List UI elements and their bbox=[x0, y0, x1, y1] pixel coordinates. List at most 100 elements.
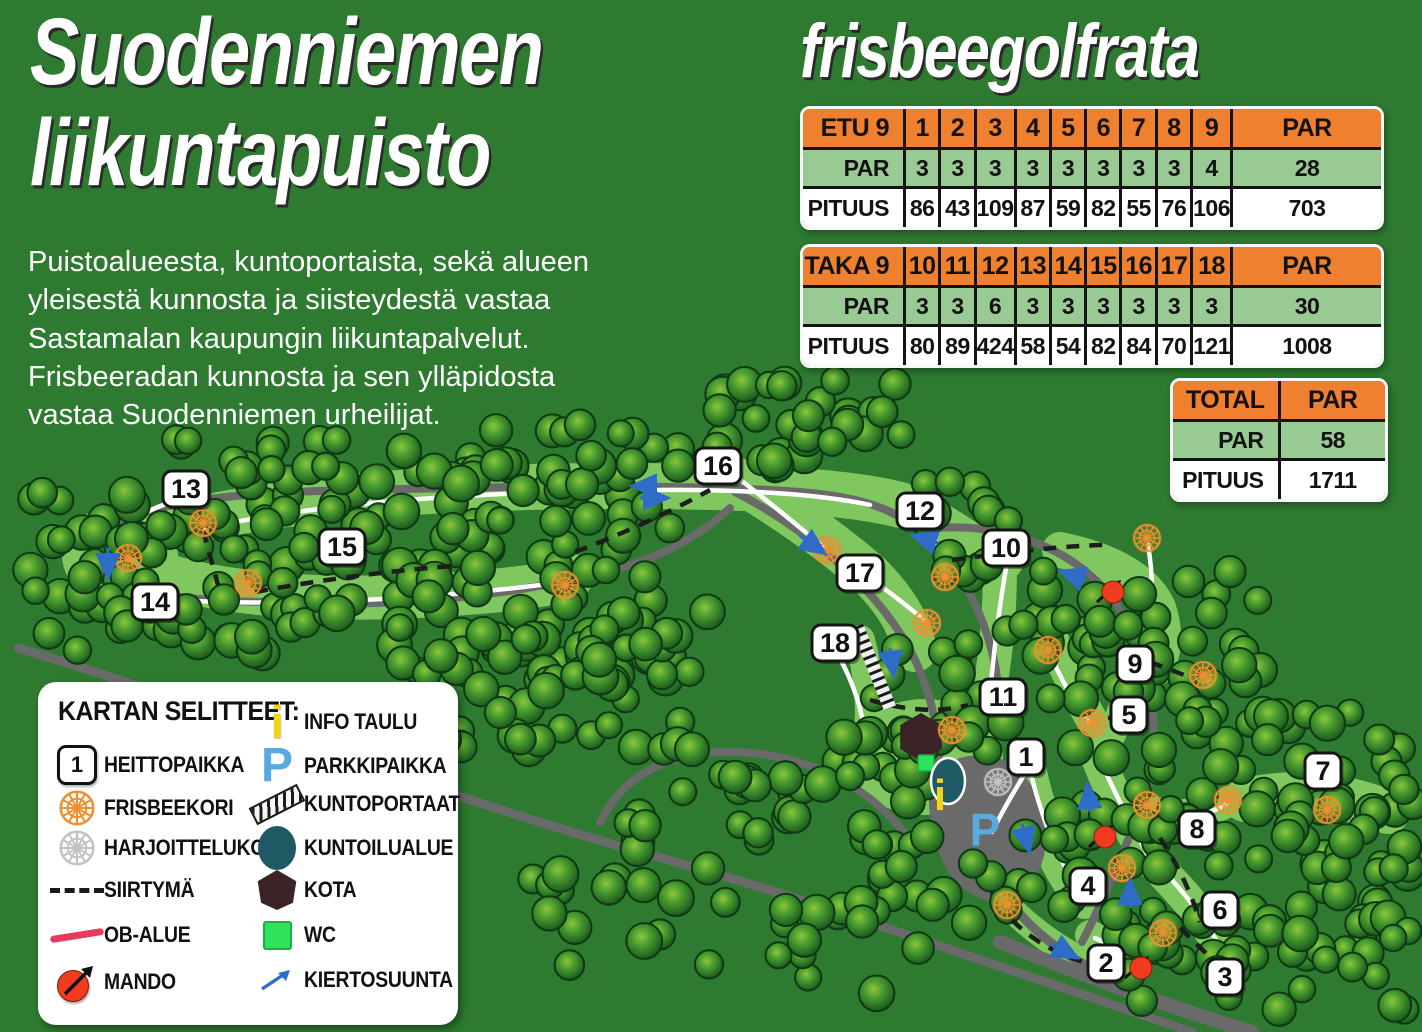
legend-box: KARTAN SELITTEET: 1 HEITTOPAIKKA FRISBEEKO… bbox=[38, 682, 460, 1025]
tree bbox=[1287, 974, 1317, 1004]
tree bbox=[423, 638, 459, 674]
direction-arrow bbox=[1049, 934, 1081, 960]
disc-basket bbox=[1148, 918, 1178, 948]
hole-number: 18 bbox=[1193, 247, 1230, 285]
direction-arrow bbox=[908, 530, 941, 555]
tree bbox=[1035, 683, 1066, 714]
hole-number: 16 bbox=[1122, 247, 1155, 285]
par-total: 28 bbox=[1233, 150, 1381, 186]
tree bbox=[1083, 604, 1117, 638]
tree bbox=[321, 425, 352, 455]
tree bbox=[791, 399, 825, 433]
table-name: ETU 9 bbox=[803, 109, 903, 147]
svg-text:7: 7 bbox=[1315, 756, 1330, 786]
practice-basket bbox=[983, 767, 1013, 797]
tree bbox=[483, 696, 517, 730]
tree bbox=[504, 722, 537, 756]
tree bbox=[628, 560, 662, 594]
svg-text:16: 16 bbox=[703, 451, 733, 481]
par-value: 4 bbox=[1193, 150, 1230, 186]
tree bbox=[1177, 625, 1209, 657]
tree bbox=[628, 626, 663, 662]
hole-number: 15 bbox=[1087, 247, 1120, 285]
svg-text:17: 17 bbox=[845, 558, 875, 588]
hole-marker-6: 6 bbox=[1200, 890, 1241, 931]
kota-icon bbox=[900, 713, 942, 761]
tree bbox=[1120, 576, 1158, 613]
tree bbox=[1388, 773, 1420, 806]
svg-text:18: 18 bbox=[820, 628, 850, 658]
tree bbox=[817, 426, 848, 457]
tree bbox=[382, 492, 421, 531]
tree bbox=[1092, 739, 1131, 777]
tree bbox=[487, 639, 523, 675]
svg-text:11: 11 bbox=[989, 682, 1018, 712]
tree bbox=[358, 463, 396, 501]
transition-dashed-line bbox=[1149, 659, 1193, 681]
legend-item-kuntoportaat: KUNTOPORTAAT bbox=[248, 782, 460, 826]
tree bbox=[479, 448, 514, 482]
tree bbox=[938, 654, 976, 693]
tree bbox=[1112, 610, 1144, 641]
tree bbox=[173, 426, 203, 455]
par-value: 3 bbox=[1122, 150, 1155, 186]
tree bbox=[1328, 823, 1365, 860]
tree bbox=[463, 670, 500, 708]
tree bbox=[442, 464, 480, 503]
front9-score-table: ETU 9 1 2 3 4 5 6 7 8 9 PAR PAR 3 3 3 3 3 3 3 3 4 28 PITUUS 86 4… bbox=[800, 106, 1384, 230]
par-value: 6 bbox=[976, 288, 1014, 324]
legend-item-kiertosuunta: KIERTOSUUNTA bbox=[250, 958, 453, 1002]
title-line2: liikuntapuisto bbox=[30, 99, 491, 206]
length-value: 80 bbox=[906, 327, 939, 365]
tree bbox=[1050, 603, 1081, 635]
tree bbox=[219, 534, 249, 564]
fitness-stairs bbox=[850, 623, 897, 711]
tree bbox=[1308, 704, 1347, 742]
transition-dashed-line bbox=[951, 542, 1109, 563]
par-label: PAR bbox=[803, 288, 903, 324]
tree bbox=[880, 633, 914, 667]
tree bbox=[1123, 776, 1152, 805]
tree bbox=[590, 869, 627, 906]
tree bbox=[689, 593, 726, 631]
hole-number: 7 bbox=[1122, 109, 1155, 147]
tree bbox=[654, 512, 686, 544]
tree bbox=[1141, 849, 1178, 886]
disc-basket bbox=[1213, 785, 1243, 815]
tree bbox=[411, 579, 446, 614]
tree bbox=[32, 616, 66, 650]
svg-text:5: 5 bbox=[1121, 700, 1136, 730]
tree bbox=[835, 761, 866, 792]
tree bbox=[317, 494, 347, 524]
hole-number: 6 bbox=[1087, 109, 1120, 147]
length-value: 54 bbox=[1051, 327, 1085, 365]
basket-icon bbox=[59, 790, 95, 826]
length-total: 703 bbox=[1233, 189, 1381, 227]
wc-icon bbox=[262, 920, 292, 950]
tree bbox=[717, 759, 753, 795]
disc-basket bbox=[937, 715, 967, 745]
tree bbox=[594, 711, 624, 740]
tree bbox=[1140, 731, 1178, 769]
tree bbox=[803, 765, 842, 803]
par-value: 3 bbox=[906, 288, 939, 324]
length-value: 109 bbox=[976, 189, 1014, 227]
parking-icon: P bbox=[260, 739, 293, 792]
tree bbox=[625, 867, 662, 904]
tree bbox=[1243, 585, 1273, 615]
par-value: 3 bbox=[1157, 150, 1191, 186]
tree bbox=[1040, 824, 1070, 854]
length-value: 76 bbox=[1157, 189, 1191, 227]
mando-marker bbox=[1087, 825, 1117, 849]
tree bbox=[1251, 723, 1285, 757]
tree bbox=[865, 395, 899, 429]
svg-text:3: 3 bbox=[1217, 962, 1232, 992]
direction-arrow bbox=[1010, 823, 1036, 856]
disc-basket bbox=[992, 890, 1022, 920]
tree bbox=[1363, 723, 1396, 756]
tree bbox=[674, 656, 705, 687]
length-value: 82 bbox=[1087, 189, 1120, 227]
par-value: 3 bbox=[1087, 288, 1120, 324]
total-score-table: TOTAL PAR PAR 58 PITUUS 1711 bbox=[1170, 378, 1388, 502]
